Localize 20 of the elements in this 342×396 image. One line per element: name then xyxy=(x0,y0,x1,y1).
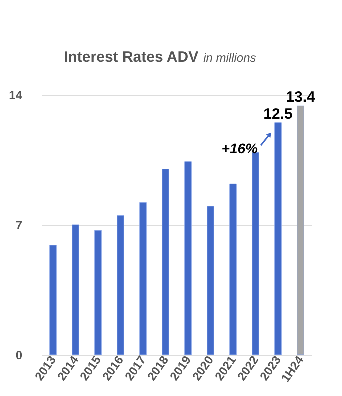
y-tick-label: 0 xyxy=(16,348,23,362)
bar xyxy=(207,206,214,356)
data-label: 13.4 xyxy=(286,89,316,106)
bar xyxy=(72,224,80,356)
annotation: +16% xyxy=(222,140,259,157)
bar xyxy=(50,245,57,356)
bar xyxy=(274,122,282,356)
bar xyxy=(117,215,124,356)
y-tick-label: 14 xyxy=(9,88,23,102)
chart-subtitle: in millions xyxy=(204,51,256,65)
bar xyxy=(140,202,147,356)
bar xyxy=(94,230,102,356)
y-tick-label: 7 xyxy=(16,218,23,232)
bar xyxy=(252,152,260,356)
bar xyxy=(162,169,170,356)
chart-title: Interest Rates ADV xyxy=(64,49,199,66)
bar xyxy=(184,162,192,356)
bar xyxy=(230,184,237,356)
data-label: 12.5 xyxy=(264,106,293,123)
bar xyxy=(297,106,304,356)
